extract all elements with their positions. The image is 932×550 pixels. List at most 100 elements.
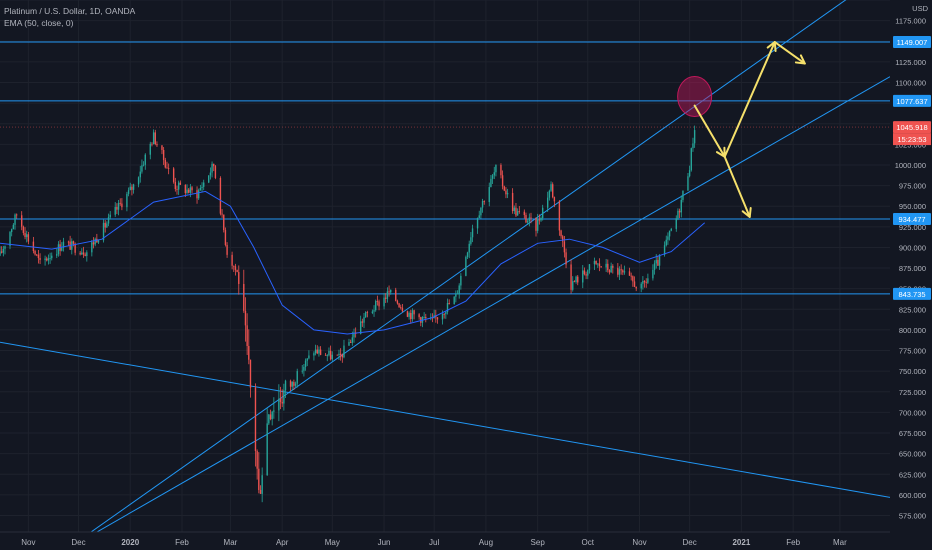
candle-body — [605, 263, 607, 268]
candle-body — [378, 301, 380, 307]
candle-body — [366, 312, 369, 314]
candle — [214, 164, 217, 180]
candle-body — [36, 254, 38, 256]
x-axis[interactable]: Nov Dec 2020 Feb Mar Apr May Jun Jul Aug Sep Oct Nov… — [0, 531, 932, 550]
candle — [446, 298, 449, 315]
candle — [693, 125, 696, 148]
candle-body — [401, 307, 404, 312]
candle-body — [117, 202, 120, 210]
candle — [600, 266, 602, 268]
candle-body — [663, 245, 666, 255]
candle — [383, 293, 385, 310]
candle-body — [129, 186, 131, 191]
candle — [453, 296, 455, 305]
candle-body — [162, 150, 165, 160]
countdown-text: 15:23:53 — [897, 135, 926, 144]
candle — [94, 237, 96, 247]
candle-body — [329, 350, 332, 360]
candle — [318, 346, 320, 357]
y-tick-label: 700.000 — [899, 408, 926, 417]
candle — [72, 240, 75, 247]
y-tick-label: 750.000 — [899, 367, 926, 376]
level-price-tag: 1077.637 — [893, 94, 931, 107]
candle — [632, 275, 634, 287]
candle — [456, 290, 459, 295]
candles — [0, 125, 696, 503]
arrow-shaft — [723, 155, 751, 218]
candle-body — [336, 354, 338, 356]
candle-body — [471, 228, 474, 238]
indicator-title[interactable]: EMA (50, close, 0) — [4, 18, 74, 28]
candle-body — [164, 159, 167, 168]
candle-body — [665, 239, 667, 246]
candle-body — [408, 313, 410, 317]
candle — [675, 215, 677, 232]
candle-body — [82, 252, 85, 255]
symbol-title[interactable]: Platinum / U.S. Dollar, 1D, OANDA — [4, 6, 136, 16]
candle — [303, 363, 305, 377]
candle — [423, 312, 425, 319]
candle-body — [281, 401, 283, 404]
candle — [271, 410, 273, 426]
trend-line — [76, 76, 891, 544]
candle-body — [238, 272, 240, 284]
candle-body — [526, 221, 529, 223]
candle — [47, 254, 50, 265]
candle-body — [550, 184, 552, 191]
candle — [500, 163, 502, 179]
candle — [279, 386, 282, 410]
candle — [273, 397, 275, 419]
candle-body — [4, 246, 6, 249]
candle — [523, 209, 526, 219]
candle — [398, 302, 400, 308]
candle — [515, 203, 517, 217]
candle — [238, 265, 240, 295]
y-tick-label: 1125.000 — [895, 58, 926, 67]
candle-body — [209, 172, 212, 176]
candle-body — [199, 187, 202, 191]
candle — [587, 269, 589, 280]
candle — [511, 188, 514, 214]
candle — [605, 258, 607, 272]
y-tick-label: 650.000 — [899, 450, 926, 459]
chart-legend: Platinum / U.S. Dollar, 1D, OANDA EMA (5… — [4, 5, 135, 29]
candle-body — [535, 217, 537, 231]
x-tick-label: Mar — [224, 538, 238, 547]
candle — [162, 147, 165, 165]
candle-body — [301, 370, 303, 372]
candle — [324, 352, 327, 356]
projection-arrow — [723, 155, 752, 218]
candle — [548, 189, 551, 201]
candle — [314, 344, 317, 356]
candle-body — [505, 190, 507, 195]
candle — [291, 381, 293, 391]
candle — [283, 383, 285, 411]
candle-body — [511, 192, 514, 212]
level-price-tag-bg — [893, 213, 931, 226]
ema-line — [0, 190, 706, 335]
candle-body — [331, 354, 333, 360]
candle-body — [258, 468, 260, 490]
candle — [116, 203, 118, 215]
candle — [478, 210, 480, 219]
candle — [92, 237, 95, 249]
candle-body — [269, 414, 272, 420]
candle — [106, 221, 108, 228]
y-axis[interactable]: 575.000 600.000 625.000 650.000 675.000 700.0… — [890, 0, 932, 550]
candle — [558, 200, 561, 236]
y-tick-label: 600.000 — [899, 491, 926, 500]
trend-line — [0, 341, 891, 498]
candle — [420, 316, 422, 327]
candle-body — [640, 283, 642, 289]
candle — [583, 267, 586, 276]
candle — [211, 161, 213, 178]
candle — [203, 179, 205, 191]
x-tick-label: Nov — [632, 538, 646, 547]
candle-body — [441, 313, 444, 320]
candle-body — [643, 281, 646, 283]
candle — [678, 208, 681, 219]
candle — [536, 213, 539, 234]
level-price-tag-text: 934.477 — [898, 215, 925, 224]
candle-body — [546, 197, 549, 208]
